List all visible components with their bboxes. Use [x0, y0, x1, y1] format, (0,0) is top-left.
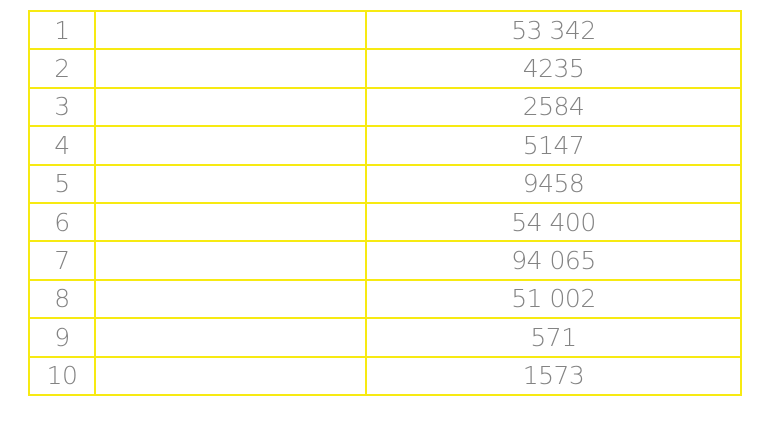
- row-label-cell: [94, 86, 367, 128]
- row-label-cell: [94, 240, 367, 281]
- row-label-cell: [94, 9, 367, 51]
- row-value-cell-text: 94 065: [511, 246, 596, 276]
- row-index-cell-text: 1: [54, 15, 70, 45]
- row-index-cell: 3: [28, 86, 96, 128]
- row-index-cell-text: 7: [54, 246, 70, 276]
- row-value-cell: 9458: [365, 163, 742, 204]
- row-index-cell-text: 10: [46, 361, 78, 391]
- row-index-cell: 2: [28, 48, 96, 89]
- row-value-cell: 53 342: [365, 9, 742, 51]
- row-label-cell: [94, 125, 367, 166]
- row-label-cell: [94, 355, 367, 396]
- row-value-cell-text: 9458: [522, 169, 585, 199]
- row-index-cell-text: 2: [54, 54, 70, 84]
- row-label-cell: [94, 163, 367, 204]
- row-value-cell: 1573: [365, 355, 742, 396]
- row-index-cell-text: 9: [54, 322, 70, 352]
- row-index-cell: 8: [28, 278, 96, 320]
- table-row: 9 571: [28, 317, 742, 358]
- row-value-cell: 571: [365, 317, 742, 358]
- row-index-cell: 7: [28, 240, 96, 281]
- row-index-cell: 1: [28, 9, 96, 51]
- table-body: 1 53 342 2 4235 3 2584 4 5147 5 9458 6 54 400 7 94 06…: [28, 9, 742, 396]
- row-value-cell-text: 2584: [522, 92, 585, 122]
- row-index-cell: 9: [28, 317, 96, 358]
- row-value-cell-text: 1573: [522, 361, 585, 391]
- row-value-cell: 2584: [365, 86, 742, 128]
- row-index-cell: 4: [28, 125, 96, 166]
- row-value-cell: 5147: [365, 125, 742, 166]
- row-label-cell: [94, 201, 367, 243]
- row-index-cell: 6: [28, 201, 96, 243]
- row-index-cell-text: 4: [54, 130, 70, 160]
- table-row: 2 4235: [28, 48, 742, 89]
- row-value-cell-text: 4235: [522, 54, 585, 84]
- row-value-cell: 94 065: [365, 240, 742, 281]
- row-index-cell-text: 6: [54, 207, 70, 237]
- row-value-cell-text: 5147: [522, 130, 585, 160]
- table-row: 1 53 342: [28, 9, 742, 51]
- row-label-cell: [94, 317, 367, 358]
- table-row: 6 54 400: [28, 201, 742, 243]
- row-value-cell: 4235: [365, 48, 742, 89]
- row-index-cell: 5: [28, 163, 96, 204]
- table-row: 8 51 002: [28, 278, 742, 320]
- row-value-cell: 51 002: [365, 278, 742, 320]
- row-label-cell: [94, 278, 367, 320]
- row-label-cell: [94, 48, 367, 89]
- table-row: 3 2584: [28, 86, 742, 128]
- table-row: 10 1573: [28, 355, 742, 396]
- data-table: 1 53 342 2 4235 3 2584 4 5147 5 9458 6 54 400 7 94 06…: [28, 9, 742, 396]
- row-index-cell: 10: [28, 355, 96, 396]
- table-row: 7 94 065: [28, 240, 742, 281]
- row-index-cell-text: 3: [54, 92, 70, 122]
- row-value-cell-text: 571: [530, 322, 577, 352]
- table-row: 4 5147: [28, 125, 742, 166]
- row-value-cell-text: 51 002: [511, 284, 596, 314]
- row-index-cell-text: 5: [54, 169, 70, 199]
- row-value-cell-text: 54 400: [511, 207, 596, 237]
- table-row: 5 9458: [28, 163, 742, 204]
- row-value-cell-text: 53 342: [511, 15, 596, 45]
- row-value-cell: 54 400: [365, 201, 742, 243]
- row-index-cell-text: 8: [54, 284, 70, 314]
